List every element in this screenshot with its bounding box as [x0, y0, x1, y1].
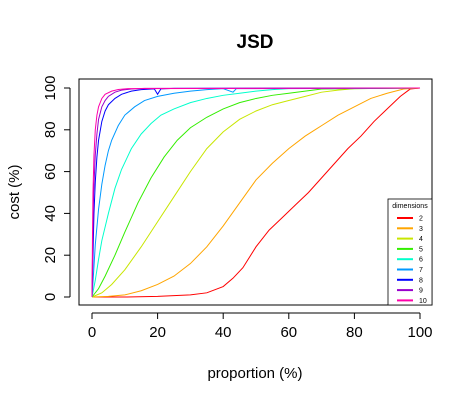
y-tick-label: 20: [42, 247, 59, 264]
y-tick-label: 40: [42, 205, 59, 222]
legend-label-dim-3: 3: [419, 226, 423, 233]
legend-title: dimensions: [392, 203, 428, 210]
legend-label-dim-8: 8: [419, 277, 423, 284]
series-line-dim-8: [91, 87, 421, 298]
series-line-dim-4: [91, 87, 421, 298]
legend-label-dim-5: 5: [419, 246, 423, 253]
x-tick-label: 40: [215, 324, 232, 341]
legend-label-dim-2: 2: [419, 216, 423, 223]
y-tick-label: 100: [42, 75, 59, 100]
legend-label-dim-7: 7: [419, 267, 423, 274]
x-tick-label: 60: [280, 324, 297, 341]
x-tick-label: 0: [88, 324, 96, 341]
series-line-dim-6: [91, 87, 421, 298]
legend: dimensions 2 3 4 5 6 7 8 9 10: [387, 198, 433, 306]
y-tick-label: 60: [42, 163, 59, 180]
legend-box: [387, 198, 433, 306]
plot-frame: [78, 78, 433, 306]
legend-label-dim-6: 6: [419, 257, 423, 264]
series-line-dim-2: [92, 87, 421, 298]
y-axis-label: cost (%): [6, 164, 23, 219]
series-line-dim-5: [91, 87, 421, 298]
x-tick-label: 20: [149, 324, 166, 341]
x-axis-label: proportion (%): [207, 365, 302, 382]
y-tick-label: 0: [42, 293, 59, 301]
legend-label-dim-9: 9: [419, 288, 423, 295]
series-line-dim-3: [91, 87, 421, 298]
x-tick-label: 80: [346, 324, 363, 341]
series-line-dim-9: [91, 87, 421, 298]
y-tick-label: 80: [42, 121, 59, 138]
chart-title: JSD: [237, 32, 274, 53]
series-line-dim-10: [91, 87, 421, 298]
series-line-dim-7: [91, 87, 421, 298]
legend-label-dim-10: 10: [419, 298, 427, 305]
legend-label-dim-4: 4: [419, 236, 423, 243]
x-tick-label: 100: [407, 324, 432, 341]
